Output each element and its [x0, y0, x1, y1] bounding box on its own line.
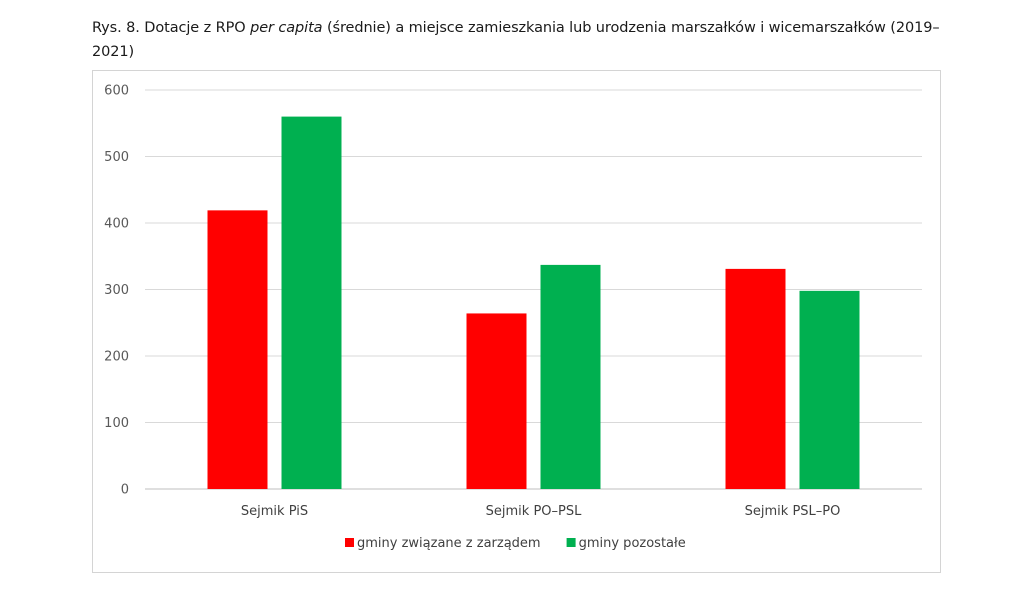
legend-label: gminy pozostałe	[579, 536, 686, 551]
y-tick-label: 600	[104, 84, 129, 99]
bar-pozostale	[281, 116, 342, 489]
y-tick-label: 500	[104, 150, 129, 165]
legend-swatch	[566, 538, 576, 547]
legend-item: gminy związane z zarządem	[345, 536, 541, 551]
caption-italic: per capita	[250, 20, 323, 36]
bar-zarzad	[725, 268, 786, 489]
bar-zarzad	[207, 210, 268, 490]
x-category-label: Sejmik PSL–PO	[745, 504, 841, 519]
x-axis-labels: Sejmik PiS Sejmik PO–PSL Sejmik PSL–PO	[241, 504, 840, 519]
x-category-label: Sejmik PO–PSL	[486, 504, 582, 519]
caption-suffix: (średnie) a miejsce zamieszkania lub uro…	[92, 20, 940, 60]
y-tick-label: 100	[104, 416, 129, 431]
y-tick-label: 300	[104, 283, 129, 298]
legend-label: gminy związane z zarządem	[357, 536, 541, 551]
chart-caption: Rys. 8. Dotacje z RPO per capita (średni…	[92, 16, 952, 64]
y-tick-label: 200	[104, 350, 129, 365]
caption-prefix: Rys. 8. Dotacje z RPO	[92, 20, 251, 36]
gridlines	[145, 89, 922, 490]
bar-zarzad	[466, 313, 527, 489]
chart-frame	[92, 70, 941, 573]
y-tick-label: 0	[121, 483, 129, 498]
x-category-label: Sejmik PiS	[241, 504, 308, 519]
legend-swatch	[345, 538, 354, 547]
bar-pozostale	[799, 290, 860, 489]
legend: gminy związane z zarządem gminy pozostałe	[345, 536, 686, 551]
y-axis-ticks: 0 100 200 300 400 500 600	[104, 84, 129, 498]
bars	[207, 116, 860, 490]
bar-pozostale	[540, 264, 601, 489]
y-tick-label: 400	[104, 217, 129, 232]
legend-item: gminy pozostałe	[566, 536, 686, 551]
